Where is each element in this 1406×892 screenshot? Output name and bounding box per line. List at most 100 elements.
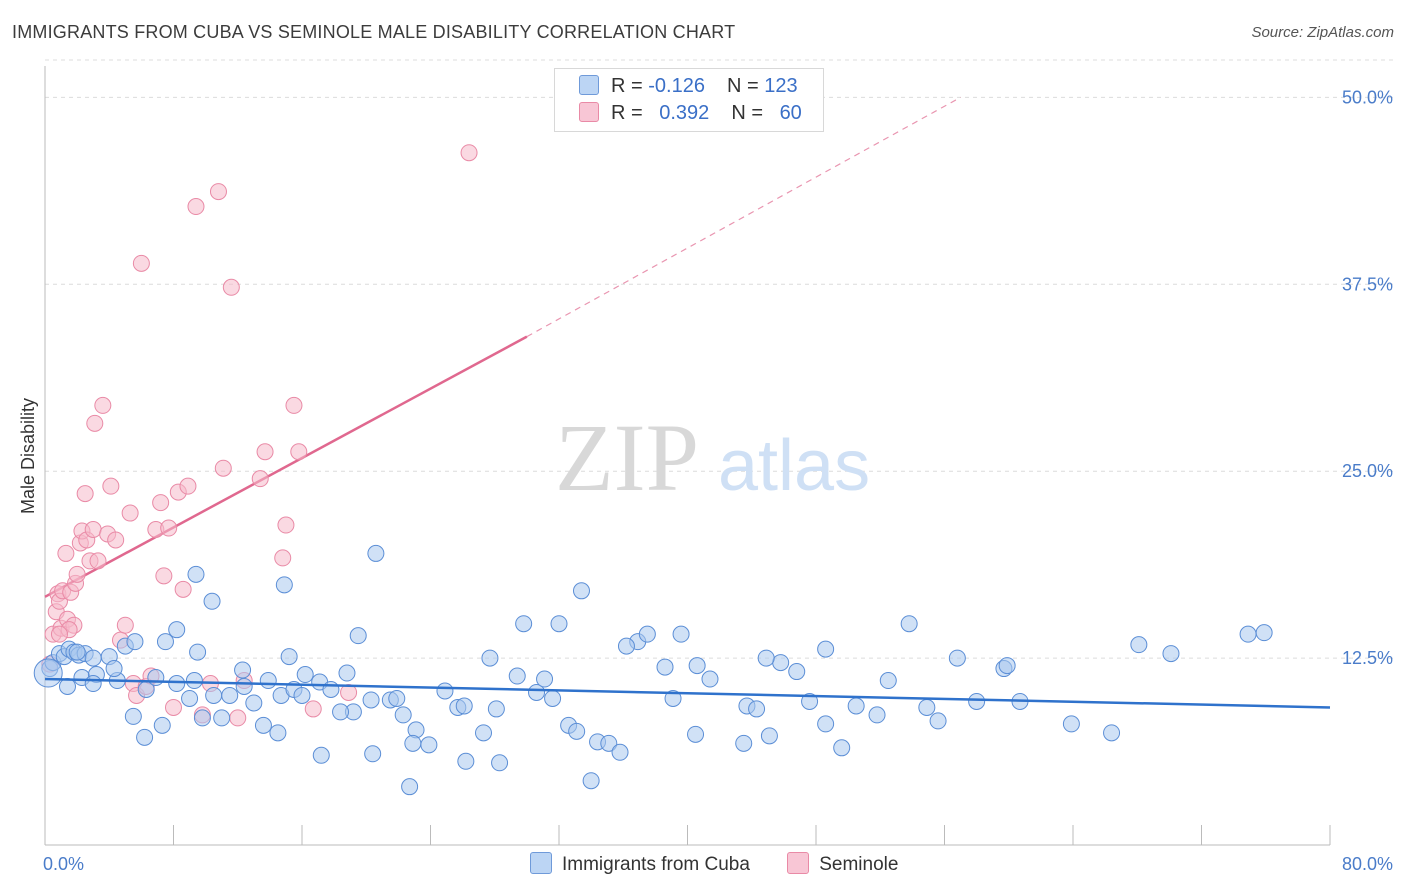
cuba-trendline	[44, 677, 1331, 709]
y-tick-label: 37.5%	[1342, 274, 1393, 294]
cuba-point	[788, 663, 806, 681]
legend-swatch-seminole	[579, 102, 599, 122]
seminole-point	[256, 443, 274, 461]
cuba-point	[475, 724, 493, 742]
cuba-point	[572, 582, 590, 600]
cuba-point	[436, 682, 454, 700]
cuba-point	[1130, 636, 1148, 654]
cuba-point	[84, 675, 102, 693]
cuba-point	[259, 672, 277, 690]
seminole-point	[152, 494, 170, 512]
seminole-point	[86, 414, 104, 432]
cuba-point	[280, 648, 298, 666]
cuba-point	[817, 640, 835, 658]
cuba-point	[772, 654, 790, 672]
series-label-seminole: Seminole	[819, 854, 899, 875]
cuba-point	[968, 692, 986, 710]
seminole-point	[460, 144, 478, 162]
cuba-point	[213, 709, 231, 727]
watermark-atlas: atlas	[718, 426, 870, 506]
seminole-point	[89, 552, 107, 570]
legend-r-value: 0.392	[659, 102, 710, 124]
cuba-point	[664, 689, 682, 707]
cuba-point	[1062, 715, 1080, 733]
seminole-point	[160, 519, 178, 537]
grid-lines	[45, 59, 1395, 659]
cuba-point	[879, 672, 897, 690]
cuba-point	[515, 615, 533, 633]
cuba-point	[748, 700, 766, 718]
cuba-point	[457, 752, 475, 770]
cuba-point	[364, 745, 382, 763]
seminole-trend-line	[44, 335, 528, 598]
seminole-point	[116, 616, 134, 634]
cuba-point	[68, 643, 86, 661]
cuba-point	[394, 706, 412, 724]
cuba-point	[801, 692, 819, 710]
chart-title: IMMIGRANTS FROM CUBA VS SEMINOLE MALE DI…	[12, 22, 736, 42]
cuba-point	[701, 670, 719, 688]
y-tick-label: 12.5%	[1342, 648, 1393, 668]
cuba-point	[221, 686, 239, 704]
series-swatch-seminole	[787, 852, 810, 874]
cuba-point	[638, 625, 656, 643]
series-legend-seminole: Seminole	[787, 852, 898, 876]
axes	[44, 66, 1331, 846]
cuba-point	[611, 743, 629, 761]
cuba-point	[600, 734, 618, 752]
cuba-point	[687, 725, 705, 743]
cuba-point	[332, 703, 350, 721]
cuba-point	[536, 670, 554, 688]
cuba-point	[105, 660, 123, 678]
cuba-point	[367, 544, 385, 562]
cuba-point	[362, 691, 380, 709]
legend-n-label: N =	[731, 102, 769, 124]
y-tick-label: 25.0%	[1342, 461, 1393, 481]
cuba-point	[508, 667, 526, 685]
seminole-point	[94, 396, 112, 414]
cuba-point	[205, 686, 223, 704]
cuba-point	[582, 772, 600, 790]
cuba-point	[656, 658, 674, 676]
cuba-point	[153, 716, 171, 734]
legend-r-label: R =	[611, 102, 649, 124]
seminole-point	[222, 278, 240, 296]
seminole-point	[209, 183, 227, 201]
legend-r-value: -0.126	[648, 75, 705, 97]
watermark-zip: ZIP	[555, 404, 699, 511]
cuba-trend-line	[44, 677, 1331, 709]
cuba-point	[181, 689, 199, 707]
cuba-point	[617, 637, 635, 655]
series-label-cuba: Immigrants from Cuba	[562, 854, 750, 875]
seminole-point	[304, 700, 322, 718]
cuba-point	[58, 678, 76, 696]
cuba-point	[735, 734, 753, 752]
cuba-point	[254, 716, 272, 734]
y-tick-label: 50.0%	[1342, 87, 1393, 107]
seminole-point	[187, 198, 205, 216]
cuba-point	[234, 661, 252, 679]
y-tick-labels: 12.5% 25.0% 37.5% 50.0%	[1342, 87, 1393, 668]
legend-swatch-cuba	[579, 75, 599, 95]
cuba-point	[847, 697, 865, 715]
legend-r-label: R =	[611, 75, 649, 97]
cuba-point	[404, 734, 422, 752]
x-tick-labels: 0.0% 80.0%	[43, 854, 1393, 874]
cuba-point	[168, 675, 186, 693]
seminole-point	[68, 565, 86, 583]
seminole-point	[229, 709, 247, 727]
cuba-point	[147, 669, 165, 687]
cuba-point	[203, 592, 221, 610]
cuba-point	[388, 689, 406, 707]
seminole-trendline	[44, 96, 961, 598]
series-legend: Immigrants from Cuba Seminole	[530, 852, 930, 876]
cuba-point	[1239, 625, 1257, 643]
cuba-point	[900, 615, 918, 633]
cuba-point	[124, 707, 142, 725]
cuba-point	[544, 689, 562, 707]
legend-row-seminole: R = 0.392 N = 60	[579, 102, 802, 128]
cuba-point	[401, 778, 419, 796]
cuba-points	[33, 544, 1273, 796]
cuba-point	[84, 649, 102, 667]
